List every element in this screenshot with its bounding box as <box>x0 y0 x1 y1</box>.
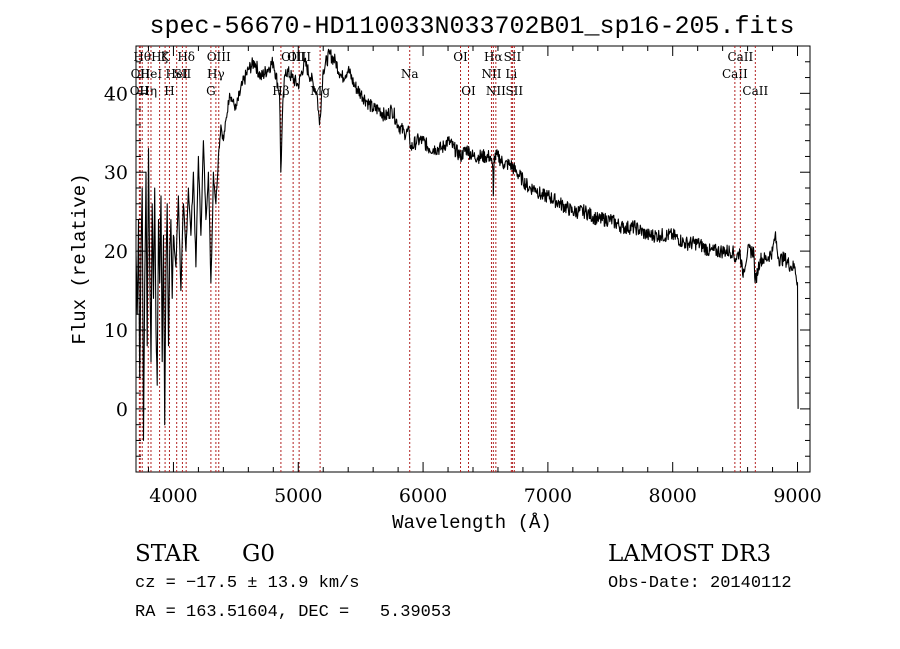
axes-ticks: 4000 5000 6000 7000 8000 9000 0 10 20 30 40 <box>104 46 822 507</box>
object-type: STAR <box>135 541 199 567</box>
x-tick-label: 9000 <box>773 485 821 507</box>
marker-label: NII <box>481 67 501 81</box>
y-tick-label: 20 <box>104 241 128 263</box>
marker-label: Hγ <box>207 67 225 81</box>
marker-label: OI <box>461 84 476 98</box>
marker-label: Hζ <box>151 50 168 64</box>
observation-date: Obs-Date: 20140112 <box>608 574 792 593</box>
marker-label: K <box>161 50 171 64</box>
marker-label: OIII <box>287 50 311 64</box>
line-markers: HθOIIOIIHηHeIHζKHHeISIIHδGHγOIIIHβOIIIOI… <box>130 46 768 472</box>
marker-label: G <box>206 84 216 98</box>
marker-label: Hθ <box>133 50 151 64</box>
survey-name: LAMOST DR3 <box>608 541 772 567</box>
marker-label: Hη <box>139 84 157 98</box>
marker-label: OII <box>130 84 150 98</box>
x-tick-label: 7000 <box>524 485 572 507</box>
redshift-velocity: cz = −17.5 ± 13.9 km/s <box>135 574 360 593</box>
marker-label: Hδ <box>177 50 195 64</box>
spectrum-line <box>135 48 799 441</box>
marker-label: HeI <box>140 67 163 81</box>
marker-label: SII <box>504 50 522 64</box>
marker-label: NII <box>486 84 506 98</box>
marker-label: OII <box>131 67 151 81</box>
marker-label: Hα <box>484 50 503 64</box>
x-tick-label: 5000 <box>274 485 322 507</box>
marker-label: SII <box>505 84 523 98</box>
marker-label: Na <box>401 67 419 81</box>
y-tick-label: 0 <box>116 399 128 421</box>
marker-label: Mg <box>310 84 330 98</box>
marker-label: CaII <box>742 84 768 98</box>
marker-label: OI <box>453 50 468 64</box>
marker-label: OIII <box>281 50 305 64</box>
y-tick-label: 40 <box>104 83 128 105</box>
plot-frame <box>135 45 811 473</box>
marker-label: CaII <box>722 67 748 81</box>
x-tick-label: 6000 <box>399 485 447 507</box>
y-axis-label: Flux (relative) <box>69 173 91 344</box>
y-tick-label: 30 <box>104 162 128 184</box>
marker-label: Li <box>505 67 517 81</box>
marker-label: OIII <box>207 50 231 64</box>
chart-title: spec-56670-HD110033N033702B01_sp16-205.f… <box>149 12 794 41</box>
marker-label: CaII <box>727 50 753 64</box>
x-axis-label: Wavelength (Å) <box>392 512 552 534</box>
subclass: G0 <box>242 541 276 567</box>
marker-label: SII <box>174 67 192 81</box>
x-tick-label: 4000 <box>149 485 197 507</box>
marker-label: H <box>164 84 174 98</box>
marker-label: Hβ <box>272 84 289 98</box>
y-tick-label: 10 <box>104 320 128 342</box>
x-tick-label: 8000 <box>649 485 697 507</box>
coordinates: RA = 163.51604, DEC = 5.39053 <box>135 603 452 622</box>
